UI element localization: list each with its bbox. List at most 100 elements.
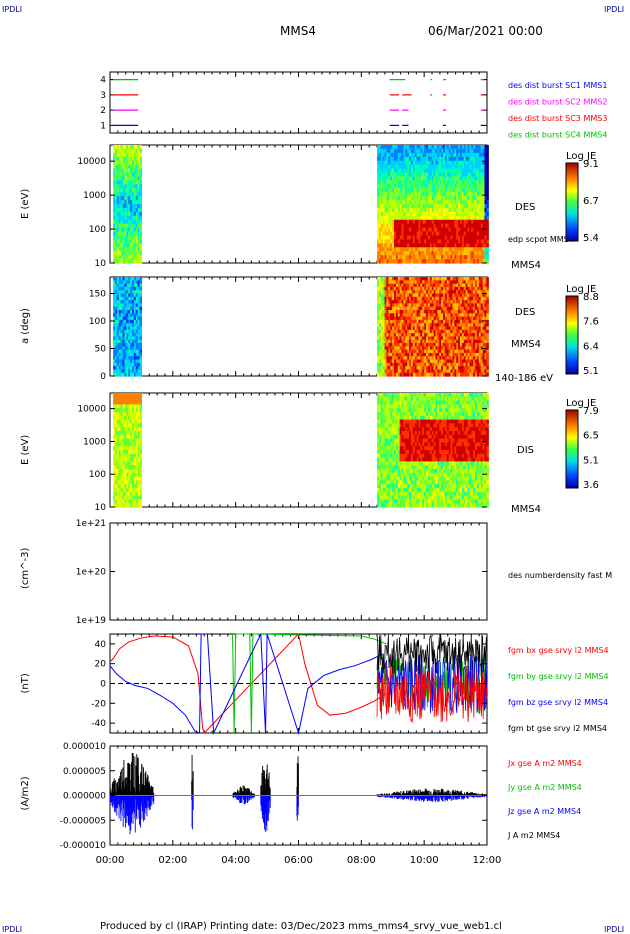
des-energy-cell bbox=[120, 259, 124, 264]
des-pitch-cell bbox=[378, 366, 382, 370]
des-energy-cell bbox=[431, 148, 435, 154]
des-pitch-cell bbox=[382, 349, 386, 354]
des-energy-cell bbox=[424, 247, 427, 252]
des-pitch-cell bbox=[409, 277, 412, 281]
des-pitch-cell bbox=[395, 323, 399, 328]
des-pitch-cell bbox=[480, 286, 484, 291]
des-energy-cell bbox=[405, 196, 408, 201]
des-energy-cell bbox=[480, 188, 484, 193]
des-pitch-cell bbox=[118, 310, 122, 314]
des-pitch-cell bbox=[407, 366, 410, 370]
des-energy-cell bbox=[476, 215, 480, 221]
des-pitch-cell bbox=[476, 300, 480, 304]
des-energy-cell bbox=[115, 219, 118, 225]
des-energy-cell bbox=[444, 204, 448, 209]
des-energy-cell bbox=[115, 196, 118, 201]
des-energy-cell bbox=[133, 192, 137, 197]
des-pitch-cell bbox=[118, 349, 122, 354]
des-energy-cell bbox=[409, 172, 412, 178]
des-pitch-cell bbox=[431, 349, 435, 354]
des-energy-cell bbox=[128, 255, 131, 260]
des-energy-cell bbox=[405, 145, 408, 150]
des-pitch-cell bbox=[431, 280, 435, 285]
des-pitch-cell bbox=[126, 293, 129, 298]
des-energy-cell bbox=[435, 148, 438, 154]
des-energy-cell bbox=[448, 200, 452, 205]
des-pitch-cell bbox=[427, 303, 431, 308]
des-pitch-cell bbox=[133, 336, 137, 341]
des-energy-cell bbox=[429, 172, 433, 178]
des-energy-cell bbox=[465, 223, 469, 229]
des-pitch-cell bbox=[392, 319, 395, 324]
des-energy-cell bbox=[459, 259, 463, 264]
des-pitch-cell bbox=[473, 316, 476, 321]
des-energy-cell bbox=[439, 215, 442, 221]
des-energy-cell bbox=[384, 172, 388, 178]
des-energy-cell bbox=[467, 251, 471, 256]
des-pitch-cell bbox=[456, 346, 459, 351]
des-pitch-cell bbox=[420, 346, 423, 351]
des-pitch-cell bbox=[395, 346, 399, 351]
des-energy-cell bbox=[380, 196, 384, 201]
des-energy-cell bbox=[399, 192, 403, 197]
des-energy-cell bbox=[397, 196, 401, 201]
des-energy-cell bbox=[426, 251, 429, 256]
des-energy-cell bbox=[135, 180, 139, 185]
des-pitch-cell bbox=[475, 359, 478, 364]
des-pitch-cell bbox=[422, 290, 425, 295]
des-pitch-cell bbox=[435, 366, 438, 370]
des-energy-cell bbox=[120, 239, 124, 244]
des-energy-cell bbox=[115, 231, 118, 237]
des-energy-cell bbox=[377, 180, 380, 185]
des-pitch-cell bbox=[118, 303, 122, 308]
des-pitch-cell bbox=[139, 286, 143, 291]
des-pitch-cell bbox=[441, 326, 444, 331]
des-energy-cell bbox=[113, 200, 116, 205]
des-energy-cell bbox=[118, 200, 122, 205]
des-pitch-cell bbox=[429, 277, 433, 281]
des-pitch-cell bbox=[461, 336, 465, 341]
des-energy-cell bbox=[476, 172, 480, 178]
des-pitch-cell bbox=[448, 356, 452, 361]
des-energy-cell bbox=[441, 148, 444, 154]
des-pitch-cell bbox=[410, 313, 414, 318]
des-energy-cell bbox=[467, 200, 471, 205]
des-pitch-cell bbox=[113, 283, 116, 288]
des-energy-cell bbox=[476, 259, 480, 264]
des-pitch-cell bbox=[420, 323, 423, 328]
des-energy-cell bbox=[426, 211, 429, 217]
des-pitch-cell bbox=[401, 277, 405, 281]
des-energy-cell bbox=[461, 227, 465, 233]
des-pitch-cell bbox=[441, 310, 444, 314]
des-energy-ylabel: E (eV) bbox=[20, 189, 31, 219]
des-pitch-cell bbox=[473, 326, 476, 331]
des-energy-cell bbox=[452, 223, 455, 229]
des-pitch-cell bbox=[437, 296, 440, 301]
des-pitch-cell bbox=[431, 369, 435, 374]
des-pitch-cell bbox=[424, 372, 427, 377]
des-pitch-cell bbox=[441, 336, 444, 341]
des-pitch-cell bbox=[390, 336, 393, 341]
des-pitch-cell bbox=[405, 323, 408, 328]
des-pitch-cell bbox=[392, 313, 395, 318]
des-pitch-cell bbox=[465, 293, 469, 298]
des-pitch-cell bbox=[446, 369, 450, 374]
des-energy-cell bbox=[444, 223, 448, 229]
des-pitch-cell bbox=[137, 277, 141, 281]
des-energy-cell bbox=[124, 259, 127, 264]
des-energy-cell bbox=[128, 211, 131, 217]
burst-panel-ytick-label: 1 bbox=[100, 121, 106, 131]
des-energy-cell bbox=[422, 231, 425, 237]
des-pitch-cell bbox=[416, 283, 420, 288]
des-pitch-cell bbox=[135, 286, 139, 291]
des-pitch-cell bbox=[390, 369, 393, 374]
des-energy-cell bbox=[410, 247, 414, 252]
des-pitch-cell bbox=[431, 286, 435, 291]
des-energy-cell bbox=[388, 164, 391, 170]
des-pitch-cell bbox=[444, 329, 448, 334]
des-energy-cell bbox=[124, 172, 127, 178]
des-pitch-cell bbox=[401, 336, 405, 341]
des-pitch-cell bbox=[463, 303, 467, 308]
des-pitch-cell bbox=[407, 356, 410, 361]
des-energy-cell bbox=[407, 180, 410, 185]
